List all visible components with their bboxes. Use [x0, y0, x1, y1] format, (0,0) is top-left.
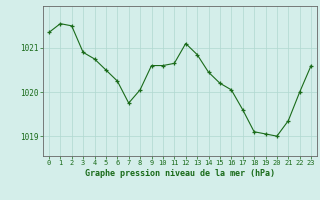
X-axis label: Graphe pression niveau de la mer (hPa): Graphe pression niveau de la mer (hPa): [85, 169, 275, 178]
